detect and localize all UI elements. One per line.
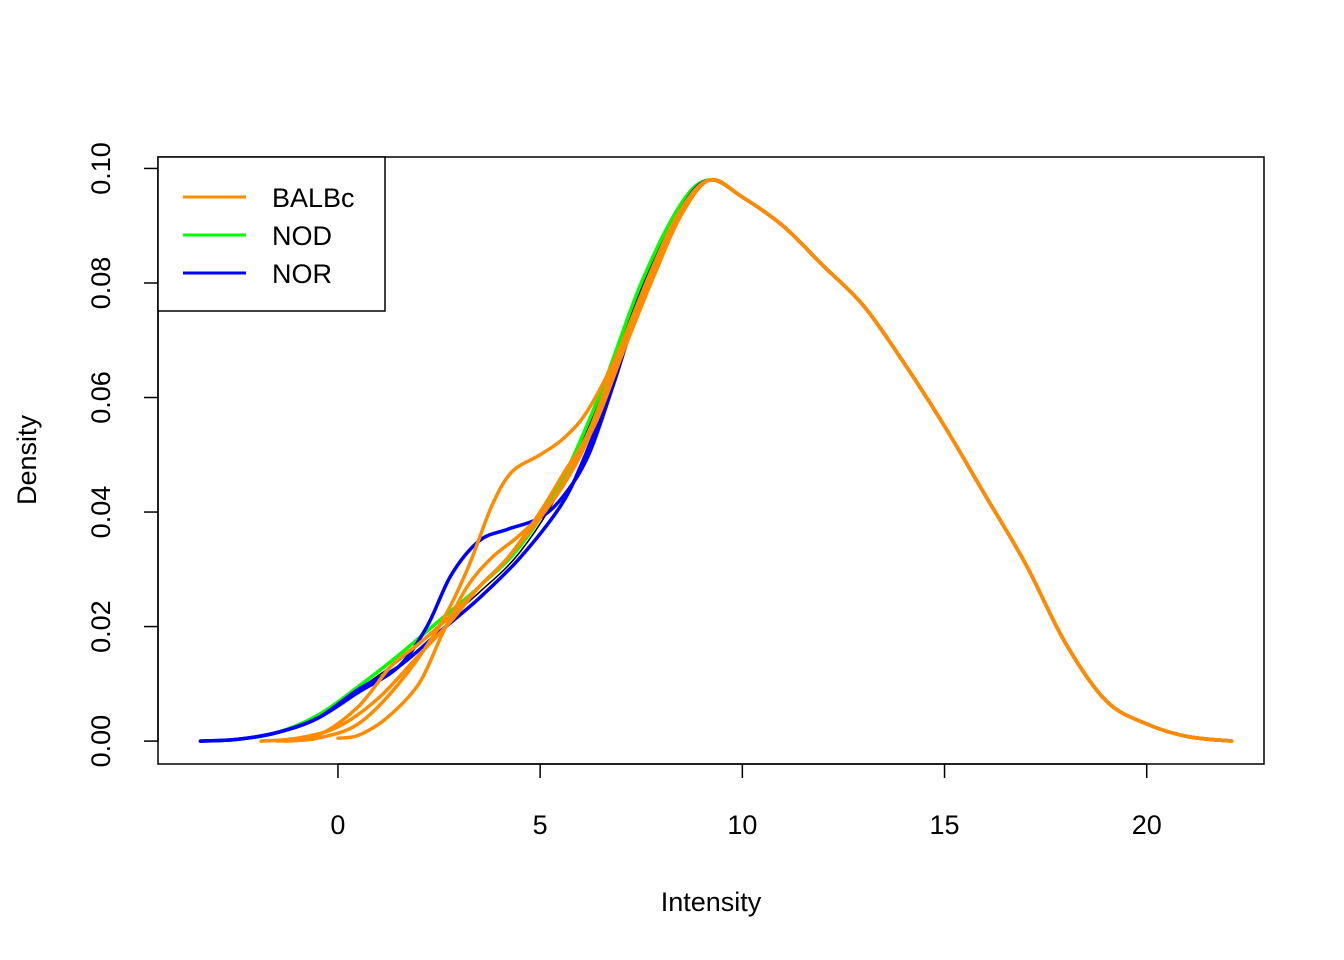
y-tick-label-4: 0.08 — [86, 257, 116, 310]
y-tick-label-5: 0.10 — [86, 142, 116, 195]
legend-label-balbc: BALBc — [272, 183, 355, 213]
density-curve-7 — [275, 178, 1234, 743]
x-tick-label-1: 5 — [533, 810, 548, 840]
y-tick-label-1: 0.02 — [86, 600, 116, 653]
y-axis-label: Density — [12, 414, 42, 505]
x-tick-label-2: 10 — [727, 810, 757, 840]
legend-label-nod: NOD — [272, 221, 332, 251]
y-tick-label-0: 0.00 — [86, 715, 116, 768]
y-tick-label-3: 0.06 — [86, 371, 116, 424]
y-axis: 0.00 0.02 0.04 0.06 0.08 0.10 — [86, 142, 159, 768]
y-tick-label-2: 0.04 — [86, 486, 116, 539]
x-axis-label: Intensity — [661, 887, 762, 917]
x-tick-label-3: 15 — [930, 810, 960, 840]
x-tick-label-0: 0 — [330, 810, 345, 840]
x-axis: 0 5 10 15 20 — [330, 763, 1162, 840]
density-curve-5 — [283, 178, 1234, 743]
series-layer — [198, 177, 1234, 743]
legend: BALBc NOD NOR — [157, 156, 386, 312]
legend-label-nor: NOR — [272, 259, 332, 289]
density-curve-6 — [336, 177, 1234, 743]
x-tick-label-4: 20 — [1132, 810, 1162, 840]
